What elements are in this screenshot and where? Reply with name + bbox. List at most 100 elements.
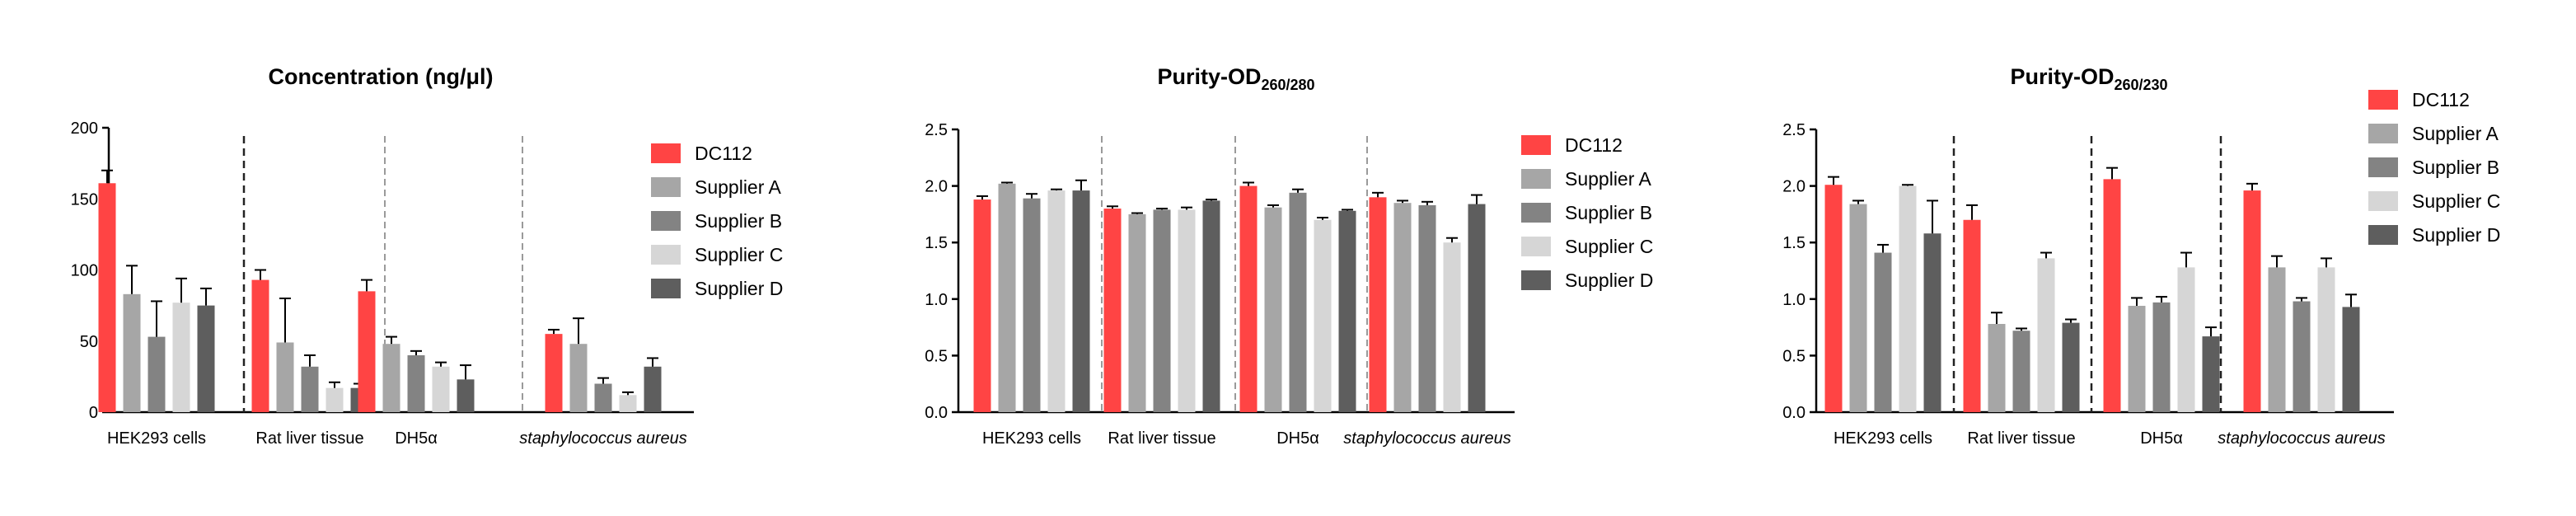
bar-dc112 xyxy=(1239,185,1258,412)
y-tick-label: 1.0 xyxy=(1782,291,1806,309)
legend-label: Supplier B xyxy=(2412,157,2499,178)
y-tick-label: 1.5 xyxy=(1782,234,1806,252)
bar-supplier-c xyxy=(2177,267,2195,412)
bar-supplier-a xyxy=(1849,204,1867,412)
x-category-label: Rat liver tissue xyxy=(255,429,363,448)
chart-2: Purity-OD260/280 0.0 0.5 1.0 1.5 2.0 2.5 HEK293… xyxy=(925,64,1653,448)
bar-supplier-b xyxy=(2012,331,2030,412)
bar-dc112 xyxy=(98,183,116,412)
bar-supplier-d xyxy=(1072,190,1090,412)
legend-label: Supplier A xyxy=(1565,168,1652,190)
bar-supplier-d xyxy=(457,379,475,412)
chart-title: Concentration (ng/μl) xyxy=(269,64,494,89)
chart-title-main: Purity-OD xyxy=(1157,64,1261,89)
bar-supplier-c xyxy=(1314,219,1332,412)
x-category-label: HEK293 cells xyxy=(107,429,206,448)
bar-supplier-b xyxy=(1023,198,1041,412)
bar-supplier-d xyxy=(1923,233,1941,412)
x-category-label: DH5α xyxy=(1276,429,1319,448)
y-tick-label: 0.0 xyxy=(1782,404,1806,422)
bar-dc112 xyxy=(973,199,991,412)
y-tick-label: 2.5 xyxy=(925,121,948,139)
bar-supplier-c xyxy=(1443,242,1461,412)
bar-dc112 xyxy=(1824,185,1843,412)
legend-swatch xyxy=(2368,157,2398,177)
bar-supplier-a xyxy=(276,342,294,412)
bar-supplier-d xyxy=(1202,200,1220,412)
chart-1: Concentration (ng/μl) 0 50 100 150 200 HEK293 … xyxy=(71,64,784,448)
x-category-label: Rat liver tissue xyxy=(1967,429,2075,448)
chart-title-main: Concentration (ng/μl) xyxy=(269,64,494,89)
bar-supplier-a xyxy=(1128,213,1146,412)
legend-label: Supplier D xyxy=(2412,224,2500,246)
bar-supplier-c xyxy=(2037,258,2055,412)
bar-supplier-c xyxy=(432,366,450,412)
bar-supplier-b xyxy=(1153,209,1171,412)
bar-supplier-d xyxy=(644,366,662,412)
legend-swatch xyxy=(651,279,681,298)
bar-dc112 xyxy=(251,279,269,412)
y-tick-label: 2.0 xyxy=(925,178,948,196)
legend-label: Supplier D xyxy=(1565,270,1653,291)
bar-supplier-b xyxy=(594,383,612,412)
x-category-label: staphylococcus aureus xyxy=(1343,429,1510,448)
legend-swatch xyxy=(1521,135,1551,155)
x-category-label: staphylococcus aureus xyxy=(519,429,686,448)
y-tick-label: 2.5 xyxy=(1782,121,1806,139)
bar-supplier-b xyxy=(1418,204,1436,412)
y-tick-label: 2.0 xyxy=(1782,178,1806,196)
chart-title-subscript: 260/280 xyxy=(1261,77,1314,93)
bar-supplier-c xyxy=(2317,267,2335,412)
legend-label: Supplier C xyxy=(2412,190,2500,212)
bar-supplier-b xyxy=(407,355,425,412)
bar-supplier-c xyxy=(1178,209,1196,412)
legend-label: Supplier C xyxy=(695,244,783,265)
legend-swatch xyxy=(1521,270,1551,290)
legend-label: DC112 xyxy=(2412,89,2470,110)
legend: DC112 Supplier A Supplier B Supplier C Suppl… xyxy=(1521,134,1653,291)
chart-title: Purity-OD260/280 xyxy=(1157,64,1314,93)
bar-supplier-b xyxy=(301,366,319,412)
legend-swatch xyxy=(651,245,681,265)
bar-supplier-b xyxy=(2293,301,2311,412)
chart-title-subscript: 260/230 xyxy=(2114,77,2167,93)
legend-label: Supplier C xyxy=(1565,236,1653,257)
bar-supplier-a xyxy=(2268,267,2286,412)
bar-supplier-c xyxy=(619,395,637,412)
bar-supplier-a xyxy=(1264,207,1282,412)
bar-supplier-a xyxy=(998,183,1016,412)
bar-supplier-d xyxy=(197,305,215,412)
legend-swatch xyxy=(1521,237,1551,256)
bar-dc112 xyxy=(2243,190,2261,412)
y-tick-label: 100 xyxy=(71,262,98,280)
bar-supplier-b xyxy=(1874,252,1892,412)
bar-supplier-a xyxy=(382,344,400,412)
chart-title: Purity-OD260/230 xyxy=(2010,64,2167,93)
bar-dc112 xyxy=(358,291,376,412)
bar-supplier-a xyxy=(569,344,588,412)
bar-supplier-a xyxy=(2128,306,2146,412)
legend-label: Supplier D xyxy=(695,278,783,299)
x-category-label: DH5α xyxy=(395,429,438,448)
legend-swatch xyxy=(651,211,681,231)
bar-supplier-a xyxy=(1988,323,2006,412)
y-tick-label: 0.0 xyxy=(925,404,948,422)
x-category-label: Rat liver tissue xyxy=(1108,429,1215,448)
legend-swatch xyxy=(1521,169,1551,189)
bar-dc112 xyxy=(545,334,563,412)
chart-3: Purity-OD260/230 0.0 0.5 1.0 1.5 2.0 2.5 HEK293… xyxy=(1782,64,2500,448)
legend-label: DC112 xyxy=(1565,134,1623,156)
bar-supplier-d xyxy=(2202,336,2220,412)
legend-label: Supplier A xyxy=(695,176,782,198)
bar-supplier-d xyxy=(2062,322,2080,412)
legend: DC112 Supplier A Supplier B Supplier C Suppl… xyxy=(2368,89,2500,246)
bar-supplier-c xyxy=(326,387,344,412)
chart-title-main: Purity-OD xyxy=(2010,64,2114,89)
bar-dc112 xyxy=(2103,179,2121,413)
x-category-label: HEK293 cells xyxy=(1834,429,1932,448)
legend-swatch xyxy=(651,143,681,163)
y-tick-label: 1.0 xyxy=(925,291,948,309)
y-tick-label: 50 xyxy=(80,333,98,351)
bar-supplier-d xyxy=(1468,204,1486,412)
